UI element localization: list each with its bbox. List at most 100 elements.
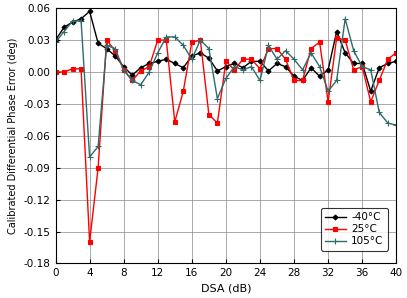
25°C [215,121,220,125]
25°C [130,79,135,82]
105°C [223,77,228,80]
105°C [198,38,203,42]
25°C [351,68,356,72]
25°C [241,58,245,61]
-40°C [215,69,220,73]
25°C [291,79,296,82]
-40°C [121,65,126,69]
-40°C [53,38,58,42]
-40°C [241,66,245,69]
25°C [138,69,143,73]
25°C [309,47,313,50]
25°C [121,68,126,72]
25°C [385,58,390,61]
105°C [96,145,101,148]
25°C [181,89,186,93]
-40°C [96,41,101,45]
25°C [232,68,237,72]
105°C [291,58,296,61]
105°C [394,123,399,127]
105°C [164,35,169,39]
105°C [334,79,339,82]
25°C [377,79,382,82]
25°C [206,113,211,116]
25°C [317,41,322,44]
105°C [360,65,365,69]
25°C [189,41,194,44]
25°C [70,67,75,71]
-40°C [249,60,254,63]
25°C [368,100,373,103]
25°C [96,166,101,170]
105°C [309,51,313,55]
-40°C [266,69,271,73]
-40°C [368,89,373,93]
25°C [53,70,58,74]
25°C [223,60,228,63]
25°C [394,51,399,55]
-40°C [206,56,211,60]
25°C [326,100,330,103]
105°C [172,35,177,39]
105°C [79,19,83,23]
105°C [326,89,330,93]
105°C [300,68,305,72]
105°C [104,44,109,47]
25°C [334,36,339,40]
105°C [351,49,356,52]
105°C [377,111,382,114]
105°C [368,68,373,72]
Line: 105°C: 105°C [53,16,399,160]
105°C [249,65,254,69]
-40°C [87,10,92,13]
105°C [275,58,280,61]
-40°C [130,73,135,77]
25°C [164,38,169,42]
25°C [198,38,203,42]
105°C [232,65,237,69]
Line: 25°C: 25°C [54,36,398,244]
-40°C [394,60,399,63]
25°C [147,65,152,69]
25°C [258,67,263,71]
105°C [215,97,220,100]
-40°C [61,26,66,29]
-40°C [326,68,330,72]
-40°C [334,30,339,33]
105°C [121,68,126,72]
25°C [61,70,66,74]
25°C [283,58,288,61]
-40°C [189,54,194,58]
105°C [206,47,211,50]
Line: -40°C: -40°C [54,10,398,93]
105°C [343,17,348,21]
105°C [283,49,288,52]
X-axis label: DSA (dB): DSA (dB) [201,284,251,294]
105°C [87,155,92,159]
-40°C [223,65,228,69]
105°C [147,70,152,74]
25°C [360,65,365,69]
25°C [266,47,271,50]
-40°C [377,66,382,69]
-40°C [275,62,280,65]
-40°C [172,62,177,65]
105°C [155,51,160,55]
105°C [317,65,322,69]
-40°C [198,51,203,55]
-40°C [258,60,263,63]
25°C [113,49,118,52]
25°C [172,120,177,124]
25°C [343,38,348,42]
-40°C [164,58,169,61]
-40°C [309,66,313,69]
-40°C [291,74,296,78]
25°C [275,47,280,50]
-40°C [138,66,143,69]
25°C [249,58,254,61]
105°C [241,68,245,72]
105°C [61,30,66,33]
-40°C [317,74,322,78]
105°C [138,83,143,86]
-40°C [351,62,356,65]
